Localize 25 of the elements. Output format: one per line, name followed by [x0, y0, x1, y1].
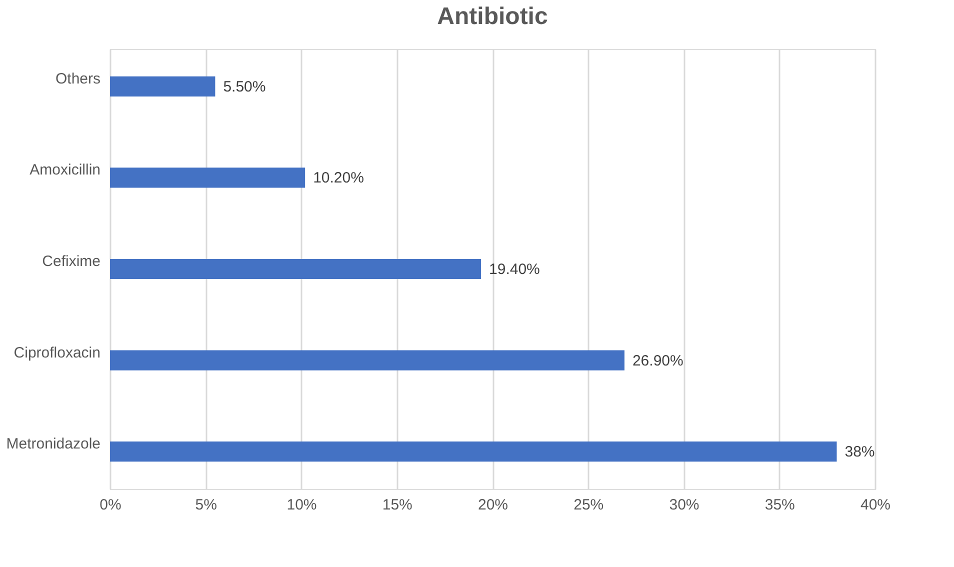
data-label: 26.90% — [632, 352, 684, 370]
x-tick-label: 25% — [574, 496, 604, 514]
y-tick-label: Ciprofloxacin — [14, 344, 100, 362]
x-tick-label: 20% — [478, 496, 508, 514]
y-tick-label: Cefixime — [42, 253, 100, 270]
x-tick-label: 10% — [286, 496, 317, 514]
bar — [110, 350, 624, 370]
bar — [110, 442, 837, 462]
y-tick-label: Metronidazole — [6, 436, 100, 453]
data-label: 10.20% — [313, 170, 364, 187]
bar — [110, 168, 306, 188]
x-tick-label: 5% — [195, 496, 217, 514]
data-label: 38% — [844, 444, 875, 461]
y-tick-label: Others — [55, 70, 100, 88]
chart-title: Antibiotic — [437, 3, 548, 30]
x-tick-label: 35% — [764, 496, 795, 514]
x-tick-label: 40% — [860, 496, 891, 514]
bar — [110, 258, 482, 280]
x-tick-label: 30% — [669, 496, 700, 514]
x-tick-label: 15% — [382, 496, 412, 514]
data-label: 5.50% — [223, 78, 266, 96]
y-tick-label: Amoxicillin — [30, 162, 100, 179]
x-tick-label: 0% — [100, 496, 122, 514]
data-label: 19.40% — [489, 261, 540, 278]
bar — [110, 76, 216, 96]
